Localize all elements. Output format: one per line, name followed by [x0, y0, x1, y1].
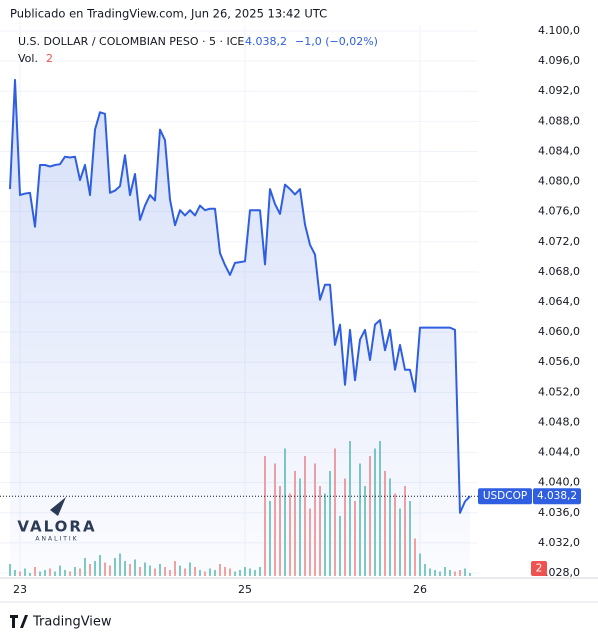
volume-bar: [234, 571, 236, 576]
x-tick-label: 26: [413, 583, 427, 596]
y-tick-label: 4.044,0: [538, 446, 580, 459]
volume-bar: [29, 573, 31, 576]
y-tick-label: 4.092,0: [538, 84, 580, 97]
price-tag: [533, 488, 581, 505]
watermark-sub: ANALITIK: [35, 536, 78, 543]
y-tick-label: 4.080,0: [538, 175, 580, 188]
y-tick-label: 4.028,0: [538, 566, 580, 579]
brand: TradingView: [32, 615, 112, 630]
x-tick-label: 23: [13, 583, 27, 596]
y-tick-label: 4.060,0: [538, 325, 580, 338]
volume-bar: [39, 571, 41, 576]
brand-logo: TradingView: [10, 615, 112, 630]
symbol-tag: [478, 488, 532, 505]
volume-bar: [54, 571, 56, 576]
y-tick-label: 4.032,0: [538, 536, 580, 549]
volume-bar: [469, 573, 471, 576]
y-tick-label: 4.072,0: [538, 235, 580, 248]
watermark-text: VALORA: [17, 518, 96, 536]
chart-title: U.S. DOLLAR / COLOMBIAN PESO · 5 · ICE: [18, 35, 244, 48]
volume-last: 2: [46, 52, 53, 65]
volume-bar: [439, 571, 441, 576]
volume-bar: [19, 571, 21, 576]
y-tick-label: 4.076,0: [538, 205, 580, 218]
volume-bar: [454, 571, 456, 576]
x-tick-label: 25: [238, 583, 252, 596]
y-tick-label: 4.064,0: [538, 295, 580, 308]
change: −1,0 (−0,02%): [295, 35, 378, 48]
y-tick-label: 4.040,0: [538, 476, 580, 489]
y-tick-label: 4.096,0: [538, 54, 580, 67]
price-tag-text: 4.038,2: [537, 490, 577, 502]
y-tick-label: 4.036,0: [538, 506, 580, 519]
symbol-tag-text: USDCOP: [483, 490, 527, 502]
volume-bar: [69, 571, 71, 576]
y-tick-label: 4.068,0: [538, 265, 580, 278]
y-tick-label: 4.088,0: [538, 114, 580, 127]
y-tick-label: 4.056,0: [538, 355, 580, 368]
y-tick-label: 4.048,0: [538, 415, 580, 428]
watermark: VALORA ANALITIK: [17, 497, 96, 543]
y-tick-label: 4.084,0: [538, 144, 580, 157]
volume-tag: [531, 561, 547, 576]
volume-tag-text: 2: [536, 563, 543, 575]
y-tick-label: 4.100,0: [538, 24, 580, 37]
volume-bar: [204, 571, 206, 576]
last-price: 4.038,2: [245, 35, 287, 48]
area-fill: [10, 79, 470, 574]
volume-label: Vol.: [18, 52, 38, 65]
price-line: [9, 78, 471, 514]
y-tick-label: 4.052,0: [538, 385, 580, 398]
published: Publicado en TradingView.com, Jun 26, 20…: [10, 7, 327, 21]
